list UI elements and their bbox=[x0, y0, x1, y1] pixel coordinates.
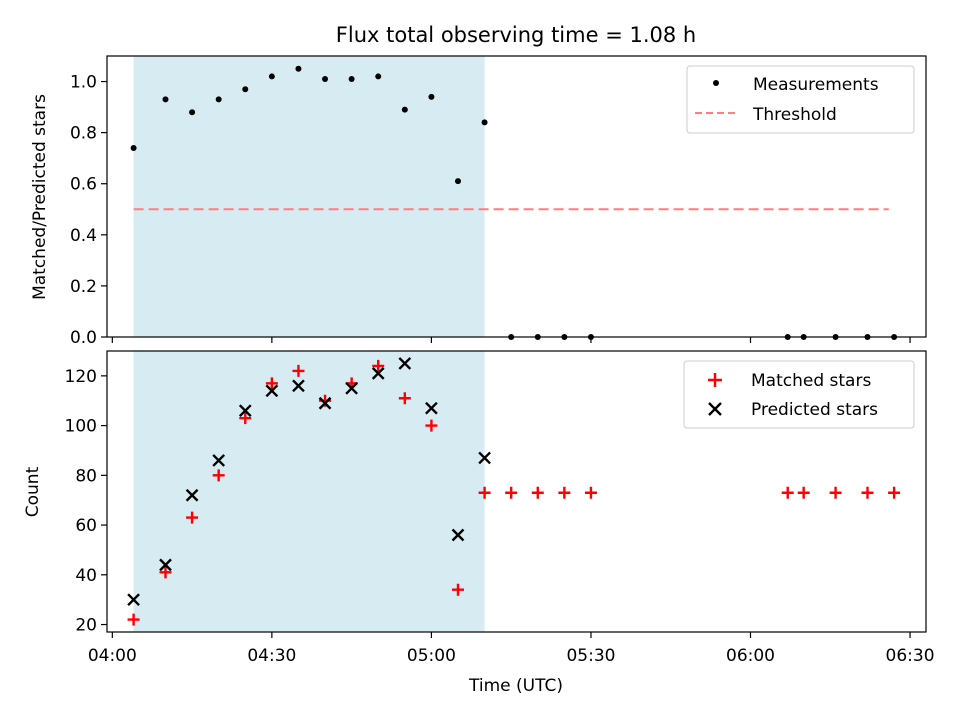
predicted-star-point bbox=[292, 379, 305, 393]
matched-star-point bbox=[452, 583, 464, 596]
measurement-point bbox=[215, 96, 222, 103]
matched-star-point bbox=[829, 486, 842, 499]
predicted-star-point bbox=[398, 357, 412, 370]
matched-star-point bbox=[372, 359, 385, 372]
matched-star-point bbox=[505, 486, 518, 499]
measurement-point bbox=[455, 178, 461, 185]
bottom-y-tick-label: 20 bbox=[75, 616, 97, 636]
matched-star-point bbox=[425, 419, 438, 432]
matched-legend-label: Matched stars bbox=[751, 371, 871, 391]
figure-title: Flux total observing time = 1.08 h bbox=[336, 23, 696, 47]
bottom-y-tick-label: 100 bbox=[65, 417, 97, 437]
measurement-point bbox=[481, 119, 488, 126]
matched-star-point bbox=[531, 486, 544, 499]
measurement-point bbox=[130, 144, 137, 151]
predicted-star-point bbox=[345, 381, 358, 395]
matched-star-point bbox=[584, 486, 597, 499]
predicted-star-point bbox=[451, 528, 465, 542]
predicted-star-points bbox=[127, 357, 491, 607]
measurement-point bbox=[189, 109, 196, 116]
measurements-legend-label: Measurements bbox=[753, 75, 879, 95]
measurement-point bbox=[242, 86, 249, 93]
predicted-star-point bbox=[159, 558, 172, 572]
top-plot-frame bbox=[106, 55, 927, 338]
predicted-star-point bbox=[185, 488, 199, 502]
matched-star-point bbox=[159, 566, 172, 579]
top-y-tick-label: 0.2 bbox=[70, 277, 97, 297]
bottom-y-tick-label: 120 bbox=[65, 367, 97, 387]
measurement-point bbox=[268, 73, 275, 80]
bottom-shaded-region bbox=[133, 351, 485, 632]
matched-star-point bbox=[888, 486, 901, 499]
predicted-star-point bbox=[425, 401, 438, 415]
x-axis-label: Time (UTC) bbox=[468, 676, 563, 696]
x-tick-label: 04:00 bbox=[88, 646, 137, 666]
matched-legend-marker bbox=[708, 373, 722, 387]
top-shaded-region bbox=[133, 56, 485, 337]
bottom-x-ticks: 04:00 04:30 05:00 05:30 06:00 06:30 bbox=[88, 632, 935, 666]
bottom-legend: Matched stars Predicted stars bbox=[683, 360, 915, 429]
x-tick-label: 06:00 bbox=[726, 646, 775, 666]
matched-star-point bbox=[797, 486, 810, 499]
matched-star-point bbox=[558, 486, 571, 499]
matched-star-point bbox=[239, 412, 252, 425]
bottom-y-tick-label: 80 bbox=[75, 466, 97, 486]
x-tick-label: 06:30 bbox=[886, 646, 935, 666]
x-tick-label: 04:30 bbox=[247, 646, 296, 666]
measurement-point bbox=[295, 65, 302, 72]
measurement-point bbox=[428, 93, 435, 100]
measurement-point bbox=[401, 106, 408, 113]
predicted-star-point bbox=[212, 454, 226, 467]
bottom-legend-box bbox=[683, 360, 915, 429]
measurement-point bbox=[348, 75, 355, 82]
predicted-star-point bbox=[127, 593, 140, 607]
predicted-legend-label: Predicted stars bbox=[751, 400, 878, 420]
matched-star-point bbox=[398, 392, 411, 405]
top-y-tick-label: 0.0 bbox=[70, 328, 97, 348]
top-x-ticks bbox=[111, 337, 911, 343]
measurement-point bbox=[162, 96, 169, 103]
x-tick-label: 05:00 bbox=[407, 646, 456, 666]
threshold-legend-label: Threshold bbox=[752, 105, 837, 125]
top-legend: Measurements Threshold bbox=[686, 65, 915, 134]
matched-star-point bbox=[781, 486, 794, 499]
top-y-axis-label: Matched/Predicted stars bbox=[30, 94, 50, 300]
matched-star-point bbox=[292, 364, 305, 377]
predicted-star-point bbox=[318, 396, 332, 410]
matched-star-point bbox=[127, 613, 140, 626]
bottom-y-axis-label: Count bbox=[23, 466, 43, 517]
bottom-y-tick-label: 40 bbox=[75, 566, 97, 586]
bottom-y-tick-label: 60 bbox=[75, 516, 97, 536]
x-tick-label: 05:30 bbox=[566, 646, 615, 666]
top-y-tick-label: 0.6 bbox=[70, 175, 97, 195]
predicted-star-point bbox=[478, 451, 491, 465]
matched-star-point bbox=[186, 511, 199, 524]
measurements-legend-marker bbox=[713, 80, 719, 86]
top-panel: 0.0 0.2 0.4 0.6 0.8 1.0 Matched/Predicted sta… bbox=[30, 55, 927, 348]
predicted-star-point bbox=[371, 367, 385, 380]
bottom-y-ticks: 20 40 60 80 100 120 bbox=[65, 367, 107, 636]
bottom-panel: 20 40 60 80 100 120 04:00 04:30 05:00 05:30 06:00… bbox=[23, 350, 935, 696]
matched-star-point bbox=[212, 469, 225, 482]
top-y-tick-label: 0.4 bbox=[70, 226, 97, 246]
predicted-star-point bbox=[238, 404, 252, 418]
matched-star-points bbox=[127, 359, 901, 626]
matched-star-point bbox=[861, 486, 874, 499]
top-y-tick-label: 1.0 bbox=[70, 73, 97, 93]
top-legend-box bbox=[686, 65, 915, 134]
measurement-point bbox=[375, 73, 382, 80]
predicted-star-point bbox=[265, 384, 279, 398]
bottom-plot-frame bbox=[106, 350, 927, 633]
matched-star-point bbox=[478, 486, 491, 499]
matched-star-point bbox=[265, 377, 278, 390]
top-y-tick-label: 0.8 bbox=[70, 124, 97, 144]
measurement-points bbox=[130, 65, 898, 340]
predicted-legend-marker bbox=[708, 402, 722, 416]
measurement-point bbox=[322, 75, 329, 82]
top-y-ticks: 0.0 0.2 0.4 0.6 0.8 1.0 bbox=[70, 73, 107, 348]
